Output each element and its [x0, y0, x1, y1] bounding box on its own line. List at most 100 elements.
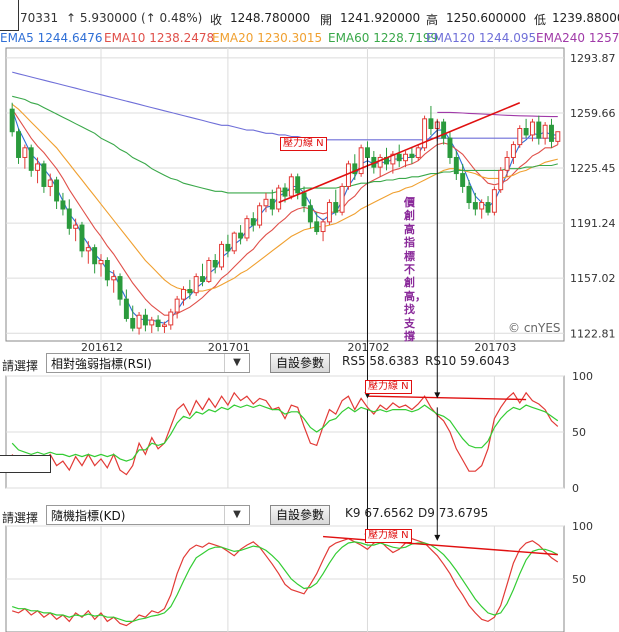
cnyes-watermark: © cnYES — [508, 321, 561, 335]
rsi-indicator-value: 相對強弱指標(RSI) — [51, 357, 152, 371]
candle-body — [422, 118, 428, 149]
candle-body — [28, 147, 34, 171]
candle-body — [269, 198, 275, 210]
candle-body — [352, 163, 358, 175]
rsi-y-tick-label: 50 — [572, 426, 586, 439]
arrow-price-to-rsi-b-head — [434, 392, 441, 399]
candle-body — [200, 276, 205, 282]
d9-value: D9 73.6795 — [418, 506, 489, 520]
candle-body — [403, 153, 409, 162]
rsi-y-tick-label: 0 — [572, 482, 579, 495]
candle-body — [504, 156, 510, 171]
candle-body — [485, 202, 491, 213]
low-label: 低 — [534, 13, 547, 27]
candle-body — [301, 192, 307, 207]
candle-body — [47, 179, 53, 187]
annotations — [278, 101, 558, 556]
k9-value: K9 67.6562 — [345, 506, 414, 520]
kd-panel: 50 100 — [5, 520, 593, 632]
candle-body — [168, 311, 174, 326]
ema240-line — [437, 111, 558, 118]
rsi-rs10-line — [11, 404, 559, 462]
y-tick-label: 1191.24 — [570, 217, 616, 230]
x-tick-label: 201702 — [347, 341, 389, 354]
candle-body — [549, 124, 554, 142]
close-label: 收 — [210, 13, 223, 27]
candle-body — [161, 324, 167, 328]
pressure-line-label-kd: 壓力線 N — [365, 529, 412, 543]
x-tick-label: 201703 — [474, 341, 516, 354]
ema120-legend: EMA120 1244.095 — [426, 31, 537, 45]
kd-indicator-select[interactable]: 隨機指標(KD) ▼ — [46, 505, 250, 525]
candle-body — [479, 202, 485, 210]
candle-body — [257, 205, 263, 226]
ema5-legend: EMA5 1244.6476 — [0, 31, 103, 45]
candle-body — [491, 189, 497, 213]
candle-body — [358, 147, 364, 175]
x-tick-label: 201701 — [208, 341, 250, 354]
candle-body — [206, 260, 212, 282]
rsi-custom-params-button[interactable]: 自設參數 — [270, 353, 330, 373]
candle-body — [460, 173, 466, 187]
candle-body — [149, 319, 155, 326]
candle-body — [187, 288, 193, 294]
candle-body — [517, 127, 523, 146]
close-value: 1248.780000 — [230, 11, 311, 25]
candle-body — [345, 163, 351, 187]
candle-body — [326, 202, 332, 223]
candle-body — [16, 131, 21, 158]
rs10-value: RS10 59.6043 — [425, 354, 510, 368]
candle-body — [555, 131, 561, 142]
rsi-indicator-select[interactable]: 相對強弱指標(RSI) ▼ — [46, 353, 250, 373]
kd-custom-params-button[interactable]: 自設參數 — [270, 505, 330, 525]
overlay-box — [0, 455, 51, 473]
ema60-legend: EMA60 1228.7199 — [328, 31, 439, 45]
kd-select-label: 請選擇 — [2, 511, 39, 525]
pressure-line-label-main: 壓力線 N — [280, 137, 327, 151]
main-price-panel: 1122.81 1157.02 1191.24 1225.45 1259.66 1293.… — [5, 47, 616, 354]
candle-body — [377, 156, 383, 168]
candle-body — [123, 298, 129, 319]
kd-y-tick-label: 100 — [572, 520, 593, 533]
candle-body — [498, 169, 504, 191]
arrow-rsi-to-kd-b-head — [434, 534, 441, 541]
candle-body — [98, 260, 104, 265]
candle-body — [41, 163, 47, 187]
candle-body — [542, 124, 548, 139]
candle-body — [466, 185, 472, 204]
chevron-down-icon: ▼ — [224, 354, 249, 372]
candle-body — [155, 319, 161, 328]
kd-resistance-line — [323, 535, 558, 556]
candle-body — [307, 205, 313, 223]
candle-body — [9, 108, 15, 133]
rsi-select-label: 請選擇 — [2, 359, 39, 373]
candle-body — [365, 147, 370, 158]
candle-body — [219, 243, 225, 268]
ema240-legend: EMA240 1257.4 — [536, 31, 619, 45]
candle-body — [66, 208, 72, 229]
candle-body — [181, 288, 186, 300]
price-resistance-trendline — [278, 101, 521, 204]
high-label: 高 — [426, 13, 439, 27]
candle-body — [130, 317, 136, 329]
candle-body — [104, 260, 110, 281]
candle-body — [250, 218, 256, 226]
open-value: 1241.920000 — [340, 11, 421, 25]
candle-body — [390, 153, 396, 165]
candle-body — [193, 276, 199, 294]
pressure-line-label-rsi: 壓力線 N — [365, 380, 412, 394]
candle-body — [79, 224, 85, 252]
y-tick-label: 1225.45 — [570, 162, 616, 175]
candle-body — [428, 118, 434, 129]
divergence-note: 價創高指標不創高，找支撐 — [404, 196, 426, 344]
candle-body — [212, 260, 218, 268]
candle-body — [339, 185, 345, 213]
candle-body — [472, 202, 478, 210]
candle-body — [447, 137, 453, 158]
candle-body — [523, 127, 529, 136]
candle-body — [54, 179, 60, 202]
candle-body — [136, 314, 142, 329]
candle-body — [111, 276, 117, 281]
quote-change: ↑ 5.930000 (↑ 0.48%) — [66, 11, 203, 25]
y-tick-label: 1122.81 — [570, 327, 616, 340]
